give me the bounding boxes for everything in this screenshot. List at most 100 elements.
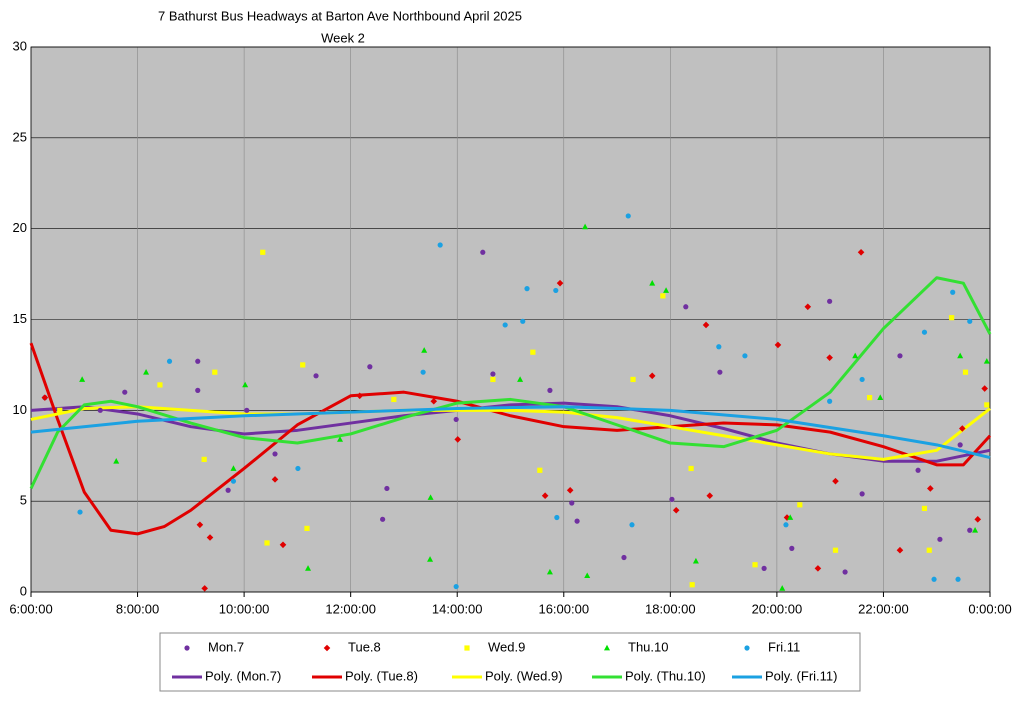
- x-tick-label: 20:00:00: [752, 601, 803, 616]
- point: [541, 492, 549, 500]
- point: [660, 293, 666, 299]
- point: [547, 387, 553, 393]
- point: [225, 487, 231, 493]
- point: [453, 416, 459, 423]
- point: [41, 394, 49, 401]
- legend-swatch: [184, 645, 190, 651]
- point: [787, 514, 794, 520]
- point: [779, 585, 786, 591]
- y-tick-label: 5: [20, 493, 27, 508]
- trendline: [30, 405, 991, 460]
- point: [244, 407, 250, 413]
- point: [195, 358, 201, 364]
- point: [859, 376, 865, 383]
- point: [877, 394, 884, 401]
- point: [206, 534, 214, 541]
- point: [629, 522, 635, 528]
- x-tick-label: 22:00:00: [858, 601, 909, 616]
- point: [260, 249, 266, 255]
- chart-title: 7 Bathurst Bus Headways at Barton Ave No…: [158, 8, 522, 23]
- legend-label: Tue.8: [348, 639, 381, 654]
- point: [242, 381, 249, 388]
- y-tick-label: 10: [13, 402, 27, 417]
- point: [300, 362, 306, 368]
- point: [305, 565, 312, 571]
- point: [79, 376, 86, 382]
- legend-label: Wed.9: [488, 639, 525, 654]
- point: [921, 505, 928, 512]
- point: [774, 341, 782, 349]
- point: [983, 358, 990, 364]
- point: [672, 506, 680, 514]
- legend-swatch: [323, 644, 331, 652]
- point: [582, 223, 589, 230]
- x-tick-label: 8:00:00: [116, 601, 159, 616]
- point: [502, 322, 508, 328]
- point: [566, 486, 574, 494]
- point: [649, 279, 656, 286]
- point: [958, 425, 966, 432]
- point: [195, 387, 201, 393]
- legend-swatch: [604, 644, 610, 651]
- x-tick-label: 10:00:00: [219, 601, 270, 616]
- x-tick-label: 14:00:00: [432, 601, 483, 616]
- point: [625, 213, 631, 219]
- point: [648, 372, 656, 380]
- chart-subtitle: Week 2: [321, 30, 365, 45]
- point: [967, 527, 973, 533]
- legend-label: Thu.10: [628, 639, 668, 654]
- point: [230, 478, 237, 484]
- point: [524, 286, 530, 292]
- point: [356, 392, 364, 400]
- x-tick-label: 12:00:00: [325, 601, 376, 616]
- point: [553, 287, 559, 294]
- point: [295, 465, 301, 472]
- point: [212, 369, 218, 375]
- point: [832, 547, 839, 553]
- legend-label: Fri.11: [768, 639, 800, 654]
- point: [984, 402, 990, 408]
- point: [520, 318, 526, 324]
- point: [97, 407, 103, 413]
- legend-swatch: [464, 645, 470, 651]
- point: [692, 557, 699, 564]
- x-tick-label: 0:00:00: [968, 601, 1011, 616]
- point: [896, 546, 904, 554]
- point: [304, 525, 310, 532]
- point: [621, 554, 627, 561]
- point: [950, 289, 956, 295]
- point: [967, 318, 973, 324]
- y-tick-label: 25: [13, 129, 27, 144]
- point: [272, 451, 278, 457]
- point: [955, 576, 961, 582]
- point: [827, 298, 833, 304]
- point: [57, 407, 63, 413]
- point: [742, 353, 748, 359]
- point: [384, 485, 390, 492]
- point: [683, 304, 689, 310]
- point: [230, 465, 237, 471]
- point: [556, 279, 564, 287]
- point: [827, 398, 833, 404]
- point: [574, 518, 580, 524]
- point: [797, 502, 803, 508]
- point: [427, 494, 434, 500]
- point: [517, 376, 524, 382]
- point: [166, 358, 173, 364]
- y-tick-label: 15: [13, 311, 27, 326]
- point: [669, 496, 675, 502]
- point: [974, 516, 982, 523]
- x-tick-label: 18:00:00: [645, 601, 696, 616]
- legend-label: Mon.7: [208, 639, 244, 654]
- point: [663, 287, 670, 293]
- point: [962, 369, 969, 375]
- point: [981, 385, 988, 392]
- point: [453, 583, 459, 590]
- point: [972, 527, 979, 533]
- point: [196, 521, 204, 529]
- point: [826, 354, 833, 361]
- point: [122, 389, 128, 395]
- point: [490, 371, 496, 377]
- point: [201, 456, 207, 462]
- point: [814, 565, 822, 572]
